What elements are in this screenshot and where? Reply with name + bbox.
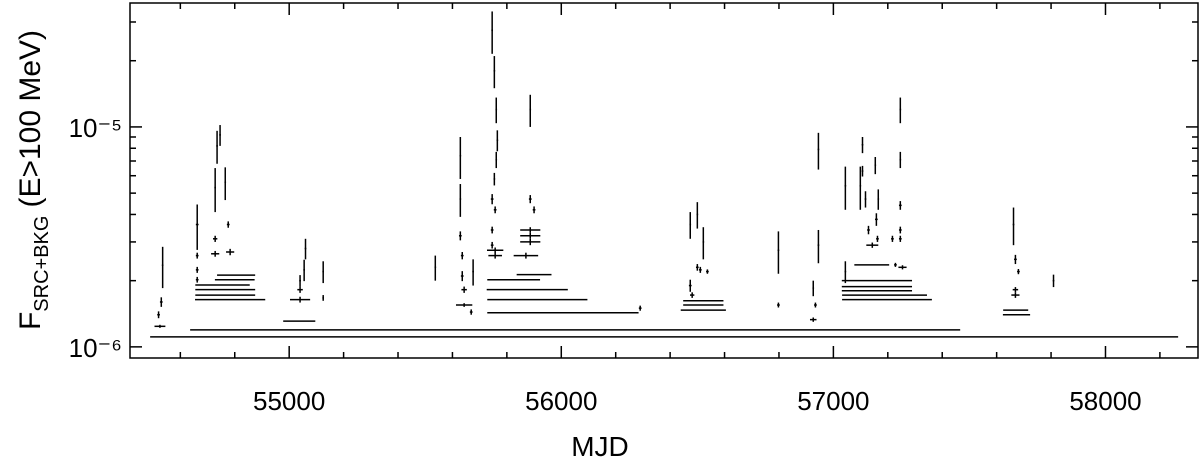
plot-frame bbox=[129, 2, 1199, 359]
y-label-rest: (E>100 MeV) bbox=[14, 30, 47, 208]
x-tick-label: 56000 bbox=[525, 386, 597, 416]
y-axis-label: FSRC+BKG (E>100 MeV) bbox=[14, 30, 53, 330]
y-label-sub: SRC+BKG bbox=[31, 216, 53, 312]
y-label-main: F bbox=[14, 312, 47, 330]
y-tick-label: 10⁻⁵ bbox=[69, 113, 122, 143]
x-tick-label: 55000 bbox=[253, 386, 325, 416]
y-tick-label: 10⁻⁶ bbox=[69, 333, 122, 363]
x-tick-label: 58000 bbox=[1069, 386, 1141, 416]
x-axis-label: MJD bbox=[571, 431, 629, 462]
x-tick-label: 57000 bbox=[797, 386, 869, 416]
